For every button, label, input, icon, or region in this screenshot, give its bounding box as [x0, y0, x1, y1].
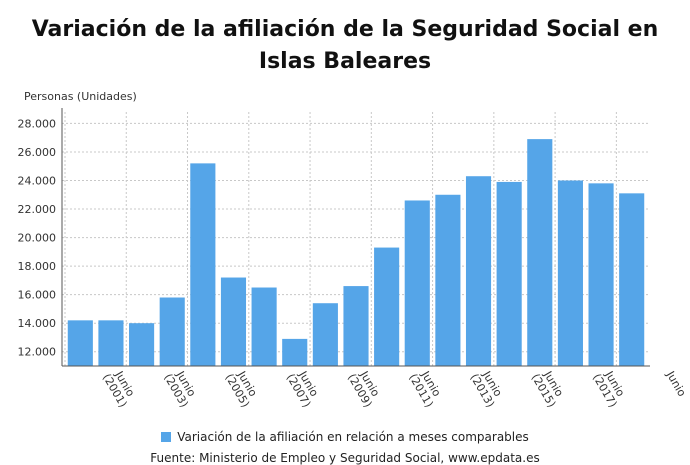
x-tick-label: Junio(2007) [284, 368, 321, 410]
x-tick-label: Junio(2015) [529, 368, 566, 410]
legend-swatch [161, 432, 172, 442]
bar [588, 183, 614, 366]
y-tick-label: 14.000 [18, 317, 57, 330]
legend: Variación de la afiliación en relación a… [0, 430, 690, 444]
bar [527, 139, 553, 366]
bar [190, 163, 216, 366]
x-tick-label: Junio(2001) [100, 368, 137, 410]
bar [435, 194, 461, 366]
bar [220, 277, 247, 366]
y-tick-label: 20.000 [18, 232, 57, 245]
x-tick-label: Junio(2005) [222, 368, 259, 410]
y-tick-label: 26.000 [18, 146, 57, 159]
y-axis-unit-label: Personas (Unidades) [24, 90, 137, 103]
bar [496, 181, 522, 366]
y-tick-label: 28.000 [18, 117, 57, 130]
bar [465, 176, 492, 366]
bar [67, 320, 93, 366]
bar-chart: 12.000 14.000 16.000 18.000 20.000 22.000 24.0… [18, 108, 689, 410]
x-tick-label: Junio(2003) [161, 368, 198, 410]
bar [251, 287, 277, 366]
y-tick-label: 18.000 [18, 260, 57, 273]
x-tick-label: Junio [663, 368, 688, 399]
bar [98, 320, 124, 366]
bar [619, 193, 645, 366]
bar [557, 180, 583, 366]
bar [312, 303, 338, 366]
legend-label: Variación de la afiliación en relación a… [177, 430, 529, 444]
x-tick-label: Junio(2011) [406, 368, 443, 410]
bar [374, 247, 400, 366]
x-tick-label: Junio(2009) [345, 368, 382, 410]
x-tick-label: Junio(2013) [468, 368, 505, 410]
chart-title: Variación de la afiliación de la Segurid… [31, 17, 659, 74]
bar [282, 338, 308, 366]
x-tick-label: Junio(2017) [590, 368, 627, 410]
bar [404, 200, 430, 366]
bar [159, 297, 185, 366]
y-tick-label: 22.000 [18, 203, 57, 216]
source-note: Fuente: Ministerio de Empleo y Seguridad… [150, 451, 540, 465]
x-tick-label-text: Junio [663, 368, 688, 399]
y-tick-label: 16.000 [18, 289, 57, 302]
y-tick-label: 12.000 [18, 346, 57, 359]
bar [343, 286, 369, 366]
bar [129, 323, 155, 366]
y-tick-label: 24.000 [18, 174, 57, 187]
